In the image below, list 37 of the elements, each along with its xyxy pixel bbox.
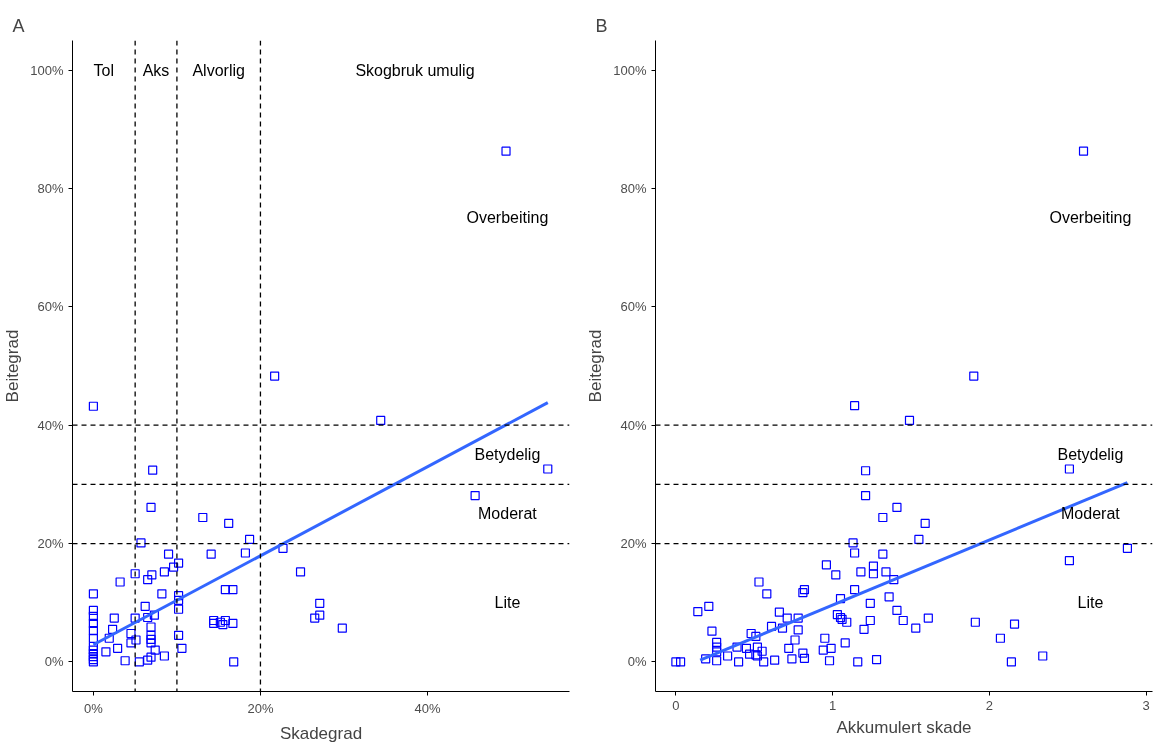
y-axis-title: Beitegrad	[3, 329, 23, 403]
y-tick-label: 20%	[620, 536, 647, 552]
y-axis-title: Beitegrad	[586, 329, 606, 403]
y-tick-label: 80%	[37, 180, 64, 196]
x-tick-label: 20%	[247, 700, 274, 716]
y-tick-label: 0%	[627, 654, 647, 670]
y-tick-label: 20%	[37, 536, 64, 552]
x-tick-label: 1	[829, 697, 837, 713]
y-tick-label: 40%	[620, 417, 647, 433]
annotation: Alvorlig	[192, 61, 245, 79]
x-tick-label: 0	[672, 697, 680, 713]
annotation: Moderat	[1061, 505, 1121, 523]
annotation: Skogbruk umulig	[355, 61, 475, 79]
x-axis-title: Akkumulert skade	[836, 717, 972, 737]
annotation: Betydelig	[1057, 446, 1124, 464]
annotation: Lite	[1077, 594, 1104, 612]
annotation: Tol	[93, 61, 115, 79]
y-tick-label: 100%	[30, 62, 64, 78]
y-tick-label: 0%	[44, 654, 64, 670]
x-axis-title: Skadegrad	[279, 723, 363, 743]
chart-title: A	[12, 15, 25, 36]
y-tick-label: 60%	[37, 299, 64, 315]
y-tick-label: 100%	[613, 62, 647, 78]
x-tick-label: 3	[1142, 697, 1150, 713]
y-tick-label: 80%	[620, 180, 647, 196]
x-tick-label: 2	[985, 697, 994, 713]
y-tick-label: 40%	[37, 417, 64, 433]
annotation: Betydelig	[474, 446, 541, 464]
annotation: Overbeiting	[466, 208, 549, 226]
annotation: Aks	[142, 61, 170, 79]
annotation: Overbeiting	[1049, 208, 1132, 226]
x-tick-label: 40%	[414, 700, 441, 716]
y-tick-label: 60%	[620, 299, 647, 315]
annotation: Lite	[494, 594, 521, 612]
x-tick-label: 0%	[83, 700, 104, 716]
chart-title: B	[595, 15, 608, 36]
annotation: Moderat	[478, 505, 538, 523]
